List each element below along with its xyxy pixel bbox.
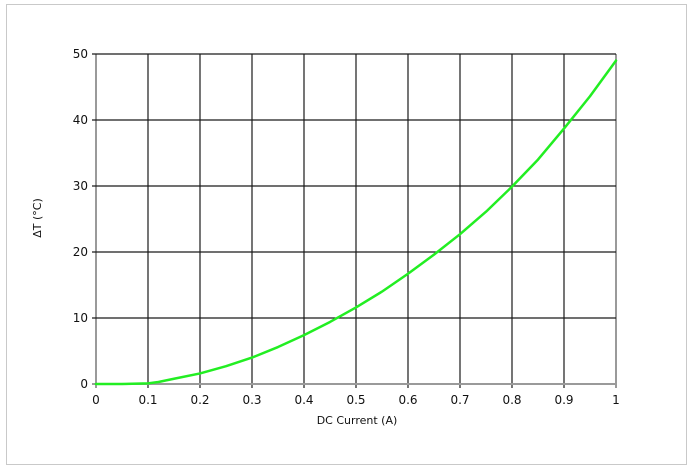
y-axis-label: ΔT (°C) — [31, 198, 44, 238]
y-tick-label: 40 — [73, 113, 88, 127]
chart-frame — [6, 4, 687, 465]
x-tick-label: 0.7 — [450, 393, 469, 407]
y-tick-label: 0 — [80, 377, 88, 391]
x-tick-label: 0.6 — [398, 393, 417, 407]
x-tick-labels: 0 0.1 0.2 0.3 0.4 0.5 0.6 0.7 0.8 0.9 1 — [92, 393, 620, 407]
x-tick-label: 0 — [92, 393, 100, 407]
grid — [92, 53, 617, 388]
series-line — [94, 59, 618, 386]
y-tick-label: 10 — [73, 311, 88, 325]
x-tick-label: 0.4 — [294, 393, 313, 407]
y-tick-labels: 0 10 20 30 40 50 — [73, 47, 88, 391]
series-group — [94, 59, 618, 386]
x-tick-label: 0.3 — [242, 393, 261, 407]
x-tick-label: 0.9 — [554, 393, 573, 407]
x-tick-label: 0.8 — [502, 393, 521, 407]
x-tick-label: 0.5 — [346, 393, 365, 407]
x-axis-label: DC Current (A) — [317, 414, 398, 427]
y-tick-label: 50 — [73, 47, 88, 61]
y-tick-label: 30 — [73, 179, 88, 193]
x-tick-label: 1 — [612, 393, 620, 407]
y-tick-label: 20 — [73, 245, 88, 259]
x-tick-label: 0.2 — [190, 393, 209, 407]
x-tick-label: 0.1 — [138, 393, 157, 407]
